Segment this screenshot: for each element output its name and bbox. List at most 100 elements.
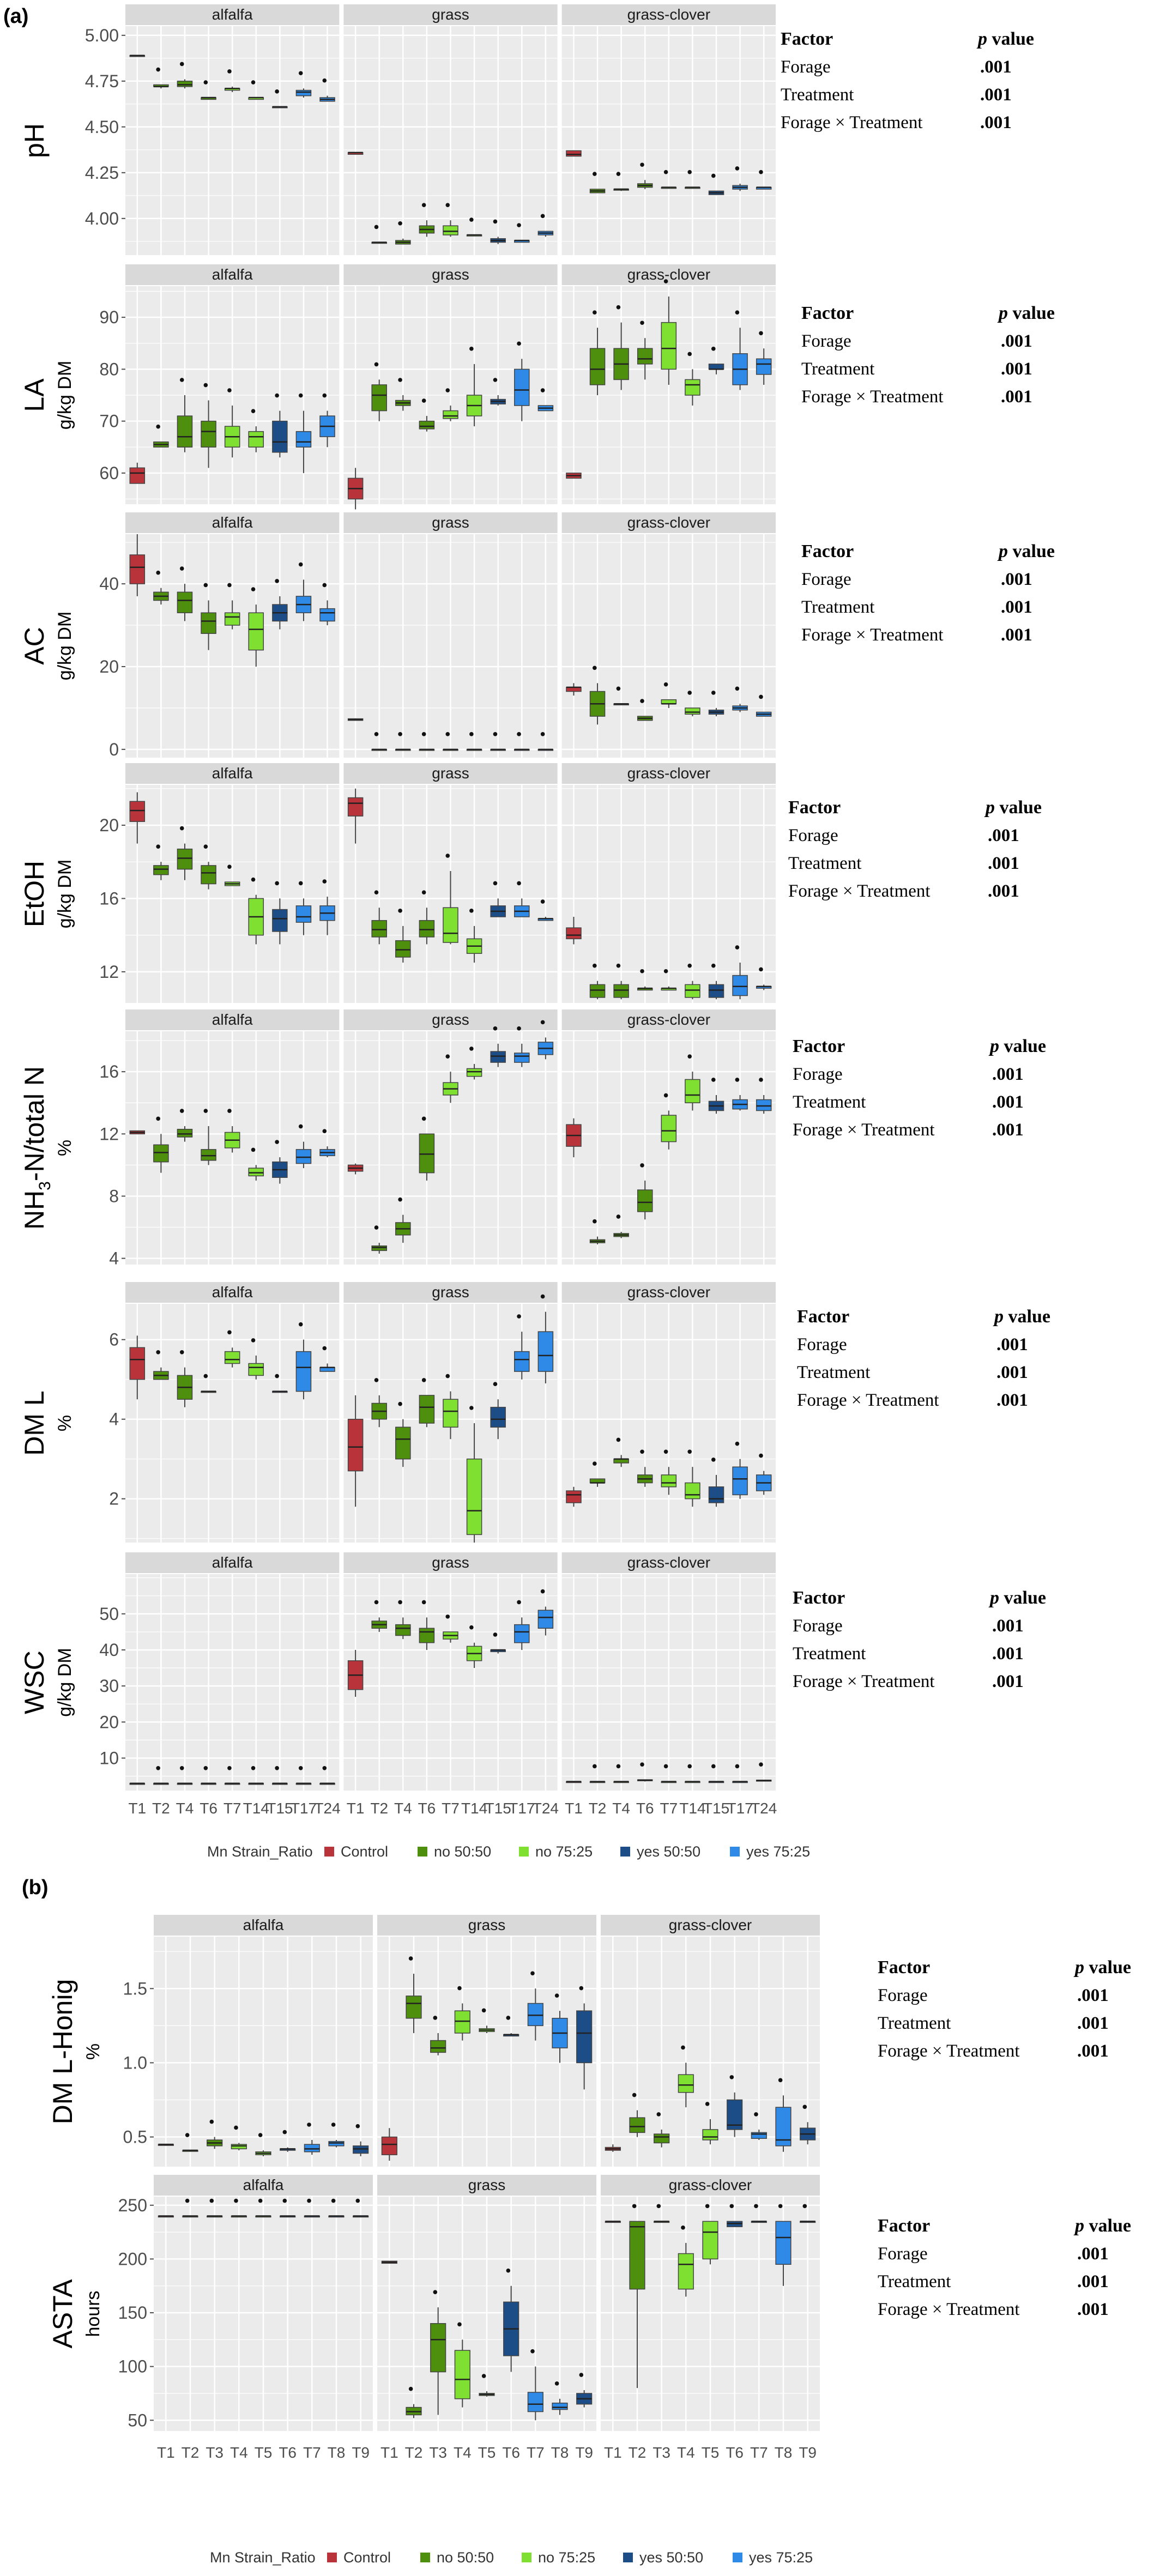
box-T9	[353, 2198, 369, 2218]
box-T2	[153, 570, 169, 605]
significance-star	[445, 854, 450, 858]
significance-star	[517, 1600, 521, 1605]
box-T2	[589, 1461, 606, 1487]
box-T4	[613, 1437, 629, 1467]
box-T6	[727, 2204, 743, 2227]
box-body	[566, 927, 582, 940]
significance-star	[469, 217, 474, 222]
box-T7	[443, 1374, 458, 1440]
box-T7	[661, 969, 677, 991]
significance-star	[298, 562, 303, 567]
box-body	[231, 2144, 247, 2150]
factor-header: Factor	[788, 797, 841, 818]
facet-strip	[154, 1915, 373, 1936]
significance-star	[469, 909, 474, 913]
x-tick-label: T8	[328, 2444, 346, 2461]
significance-star	[759, 967, 763, 972]
significance-star	[179, 378, 184, 382]
box-T4	[613, 1764, 629, 1783]
box-body	[295, 905, 312, 923]
pvalue-value: .001	[996, 1363, 1028, 1382]
factor-name: Forage × Treatment	[878, 2300, 1020, 2319]
facet-strip-label: grass-clover	[627, 266, 710, 283]
significance-star	[421, 1116, 426, 1121]
box-T15	[708, 347, 724, 374]
significance-star	[251, 1147, 256, 1152]
box-body	[248, 431, 264, 448]
pvalue-header: p value	[976, 29, 1034, 49]
facet-grass-clover: grass-clover	[561, 1009, 776, 1265]
facet-grass-clover: grass-clover	[561, 264, 776, 504]
significance-star	[711, 1078, 716, 1082]
box-T4	[613, 963, 629, 1000]
chart-nh3-n-total-n: NH3-N/total N % 4 8 12 16 alfalfa grass grass-cl…	[19, 1009, 776, 1268]
box-T14	[466, 909, 482, 963]
box-T9	[576, 2373, 593, 2408]
pvalue-value: .001	[1001, 570, 1032, 589]
box-body	[443, 225, 458, 235]
facet-strip	[377, 2175, 596, 2196]
factor-header: Factor	[801, 303, 854, 323]
box-body	[566, 150, 582, 157]
significance-star	[593, 172, 597, 176]
box-body	[224, 1351, 240, 1364]
factor-name: Forage × Treatment	[797, 1390, 939, 1410]
pvalue-value: .001	[1001, 387, 1032, 407]
y-axis-unit: g/kg DM	[55, 612, 75, 681]
box-T4	[177, 62, 193, 89]
x-tick-label: T1	[604, 2444, 622, 2461]
box-body	[537, 1331, 554, 1372]
significance-star	[258, 2133, 263, 2137]
box-T24	[319, 879, 335, 935]
significance-star	[421, 203, 426, 207]
box-T5	[255, 2198, 271, 2218]
factor-name: Forage	[797, 1335, 847, 1354]
facet-strip-label: grass	[432, 514, 469, 531]
box-body	[629, 2117, 645, 2133]
box-body	[661, 1474, 677, 1487]
factor-table: Factor p value Forage .001 Treatment .001 Fora…	[793, 1588, 1046, 1691]
box-body	[454, 2010, 470, 2034]
facet-grass-clover: grass-clover	[561, 512, 776, 758]
significance-star	[179, 566, 184, 571]
facet-grass: grass T1 T2 T3 T4 T5 T6 T7 T8 T9	[377, 2175, 596, 2461]
box-body	[419, 1133, 435, 1174]
box-T2	[589, 1219, 606, 1244]
significance-star	[421, 398, 426, 403]
x-tick-label: T14	[679, 1800, 705, 1817]
significance-star	[156, 67, 160, 72]
box-T17	[732, 686, 748, 712]
y-axis-unit: %	[55, 1415, 75, 1431]
significance-star	[331, 2123, 336, 2127]
factor-name: Forage × Treatment	[801, 387, 944, 407]
y-tick-label: 90	[99, 307, 119, 327]
legend-swatch	[623, 2553, 633, 2562]
facet-strip	[343, 264, 558, 285]
box-T17	[514, 881, 530, 917]
box-T6	[503, 2016, 519, 2037]
box-body	[514, 1053, 530, 1063]
box-T1	[381, 2260, 397, 2264]
box-T6	[637, 699, 653, 721]
significance-star	[374, 732, 379, 736]
box-T2	[589, 310, 606, 395]
box-T24	[756, 170, 772, 190]
significance-star	[759, 1762, 763, 1767]
significance-star	[398, 732, 402, 736]
significance-star	[227, 864, 232, 869]
box-T6	[419, 732, 435, 751]
facet-strip	[601, 1915, 820, 1936]
significance-star	[275, 393, 279, 398]
significance-star	[493, 378, 498, 382]
legend-swatch	[620, 1847, 630, 1857]
factor-name: Treatment	[801, 597, 874, 617]
factor-name: Forage × Treatment	[793, 1120, 935, 1140]
significance-star	[640, 1163, 644, 1168]
box-body	[751, 2132, 767, 2139]
legend: Mn Strain_Ratio Control no 50:50 no 75:25 ye…	[207, 1843, 810, 1860]
significance-star	[322, 583, 327, 588]
significance-star	[322, 78, 327, 83]
y-tick-label: 6	[109, 1330, 119, 1350]
significance-star	[282, 2198, 287, 2203]
